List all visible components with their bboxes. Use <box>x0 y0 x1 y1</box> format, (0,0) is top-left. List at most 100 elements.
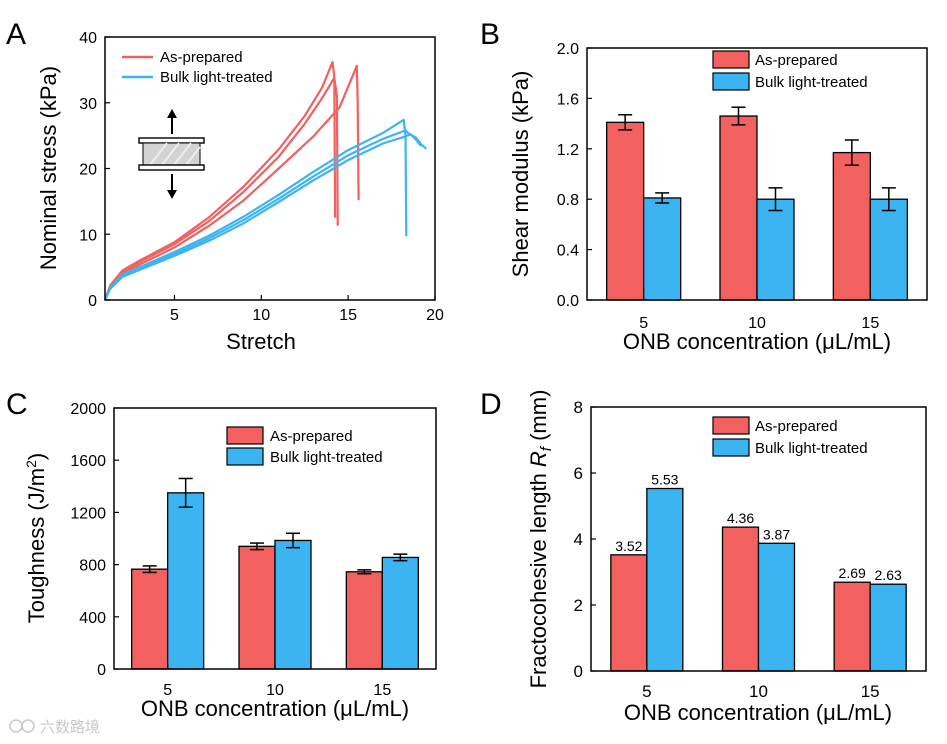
y-tick-label-a: 30 <box>79 96 97 113</box>
stretch-sample-icon <box>138 109 205 199</box>
x-tick-label: 10 <box>748 315 766 332</box>
y-tick-label: 8 <box>574 398 583 417</box>
x-tick-label: 10 <box>749 682 768 701</box>
y-axis-label-d: Fractocohesive length Rf (mm) <box>526 390 555 689</box>
y-axis-label-b: Shear modulus (kPa) <box>508 71 533 278</box>
bar-as-prepared-10 <box>238 545 276 670</box>
bar-bulk-light-treated-10 <box>757 542 796 672</box>
y-tick-label: 2.0 <box>557 41 579 58</box>
x-tick-label-a: 15 <box>339 307 357 324</box>
y-tick-label: 0.4 <box>557 243 579 260</box>
bar-bulk-light-treated-15 <box>869 198 908 301</box>
x-axis-label-c: ONB concentration (μL/mL) <box>141 696 409 721</box>
data-label: 2.69 <box>839 565 866 581</box>
x-tick-label: 5 <box>639 315 648 332</box>
x-tick-label: 10 <box>266 682 284 699</box>
legend-label-bulk-d: Bulk light-treated <box>755 440 868 457</box>
panel-b: B 5 10 15 0.0 0.4 0.8 1.2 1.6 2.0 ONB concentrat… <box>480 18 928 354</box>
legend-label-bulk-a: Bulk light-treated <box>160 69 273 86</box>
bar-as-prepared-15 <box>833 581 871 672</box>
legend-label-as-prepared-b: As-prepared <box>755 52 838 69</box>
bar-as-prepared-15 <box>345 571 383 670</box>
x-tick-label: 5 <box>163 682 172 699</box>
panel-a: A 5 10 15 20 0 10 20 30 40 Stretch Nominal stres… <box>6 18 444 354</box>
y-tick-label: 6 <box>574 464 583 483</box>
bar-bulk-light-treated-15 <box>869 583 907 672</box>
bar-bulk-light-treated-15 <box>381 556 419 670</box>
y-tick-label: 1200 <box>70 505 106 522</box>
panel-c: C 5 10 15 0 400 800 1200 1600 2000 ONB concentra… <box>6 388 437 721</box>
y-tick-label: 1.6 <box>557 91 579 108</box>
y-tick-label: 1600 <box>70 453 106 470</box>
y-tick-label-a: 20 <box>79 162 97 179</box>
curve-bulk-light-treated-1 <box>103 118 408 301</box>
x-tick-label-a: 5 <box>170 307 179 324</box>
y-tick-label: 800 <box>79 558 106 575</box>
panel-d: D 3.52 5.53 4.36 3.87 2.69 2.63 5 10 15 0 2 4 6 8 ON… <box>480 388 927 725</box>
legend-swatch-bulk-c <box>226 447 264 466</box>
watermark-icon <box>9 719 23 733</box>
x-axis-label-b: ONB concentration (μL/mL) <box>623 329 891 354</box>
watermark: 六数路境 <box>9 718 100 736</box>
bar-bulk-light-treated-5 <box>646 487 684 672</box>
legend-swatch-as-prepared-d <box>712 416 750 435</box>
bar-as-prepared-15 <box>832 151 871 301</box>
y-tick-label-a: 0 <box>88 293 97 310</box>
legend-b: As-prepared Bulk light-treated <box>712 50 868 91</box>
x-tick-label: 15 <box>861 682 880 701</box>
y-tick-label-a: 40 <box>79 30 97 47</box>
curve-as-prepared-2 <box>103 76 339 301</box>
legend-swatch-as-prepared-b <box>712 50 750 69</box>
y-axis-label-a: Nominal stress (kPa) <box>36 66 61 270</box>
y-tick-label: 0.8 <box>557 192 579 209</box>
x-tick-label-a: 10 <box>252 307 270 324</box>
y-axis-label-c: Toughness (J/m2) <box>23 453 49 623</box>
x-axis-label-a: Stretch <box>226 329 296 354</box>
data-label: 2.63 <box>875 567 902 583</box>
data-label: 4.36 <box>727 510 754 526</box>
data-label: 5.53 <box>651 472 678 488</box>
legend-swatch-as-prepared-c <box>226 426 264 445</box>
bar-as-prepared-10 <box>719 115 758 301</box>
y-tick-label: 0 <box>574 662 583 681</box>
x-tick-label: 5 <box>642 682 651 701</box>
x-tick-label-a: 20 <box>426 307 444 324</box>
panel-label-d: D <box>480 388 502 421</box>
legend-a: As-prepared Bulk light-treated <box>122 49 273 86</box>
bar-as-prepared-5 <box>610 554 648 672</box>
legend-label-as-prepared-c: As-prepared <box>270 428 353 445</box>
bar-bulk-light-treated-5 <box>643 197 682 301</box>
y-tick-label: 2000 <box>70 401 106 418</box>
bar-bulk-light-treated-5 <box>167 492 205 670</box>
y-tick-label: 2 <box>574 596 583 615</box>
x-tick-label: 15 <box>861 315 879 332</box>
bar-as-prepared-5 <box>606 121 645 301</box>
legend-label-as-prepared-a: As-prepared <box>160 49 243 66</box>
curve-as-prepared-1 <box>103 60 337 301</box>
legend-label-as-prepared-d: As-prepared <box>755 418 838 435</box>
y-tick-label: 0.0 <box>557 293 579 310</box>
legend-swatch-bulk-d <box>712 438 750 457</box>
x-axis-label-d: ONB concentration (μL/mL) <box>624 700 892 725</box>
bar-as-prepared-5 <box>131 568 169 670</box>
data-label: 3.87 <box>763 526 790 542</box>
x-tick-label: 15 <box>373 682 391 699</box>
watermark-text: 六数路境 <box>40 718 100 736</box>
y-tick-label: 0 <box>97 662 106 679</box>
legend-c: As-prepared Bulk light-treated <box>226 426 383 466</box>
panel-label-c: C <box>6 388 28 421</box>
y-tick-label: 1.2 <box>557 142 579 159</box>
y-tick-label: 400 <box>79 610 106 627</box>
panel-label-b: B <box>480 18 500 51</box>
legend-swatch-bulk-b <box>712 72 750 91</box>
legend-label-bulk-c: Bulk light-treated <box>270 449 383 466</box>
y-tick-label-a: 10 <box>79 227 97 244</box>
data-label: 3.52 <box>615 538 642 554</box>
bar-as-prepared-10 <box>721 526 760 672</box>
legend-label-bulk-b: Bulk light-treated <box>755 74 868 91</box>
bar-bulk-light-treated-10 <box>756 198 795 301</box>
bar-bulk-light-treated-10 <box>274 539 312 670</box>
y-tick-label: 4 <box>574 530 583 549</box>
panel-label-a: A <box>6 18 26 51</box>
